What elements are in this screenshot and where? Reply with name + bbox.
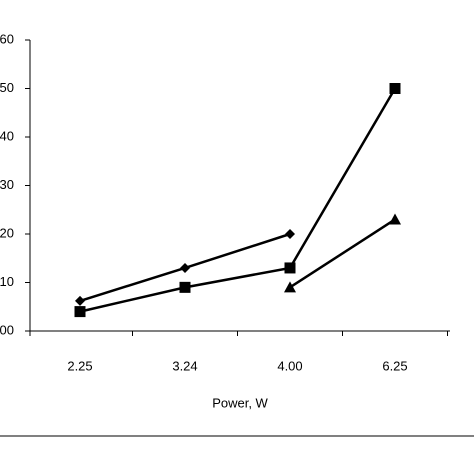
marker-square — [389, 83, 401, 94]
marker-diamond — [75, 295, 85, 306]
marker-diamond — [285, 229, 295, 239]
x-tick-label: 2.25 — [67, 358, 92, 373]
marker-triangle — [389, 213, 401, 225]
y-tick-label: 00 — [0, 322, 14, 337]
x-tick-label: 3.24 — [172, 358, 197, 373]
x-tick-label: 4.00 — [277, 358, 302, 373]
y-tick-label: 60 — [0, 31, 14, 46]
marker-square — [74, 306, 86, 318]
series-line — [289, 218, 396, 289]
x-axis-label: Power, W — [212, 395, 268, 410]
y-tick-label: 30 — [0, 177, 14, 192]
y-tick-label: 20 — [0, 225, 14, 240]
series-line — [79, 87, 397, 313]
x-tick-label: 6.25 — [382, 358, 407, 373]
marker-diamond — [180, 262, 190, 273]
y-tick-label: 10 — [0, 274, 14, 289]
y-tick-label: 40 — [0, 128, 14, 143]
marker-triangle — [284, 281, 296, 293]
marker-square — [284, 262, 296, 274]
marker-square — [179, 281, 191, 293]
y-tick-label: 50 — [0, 80, 14, 95]
